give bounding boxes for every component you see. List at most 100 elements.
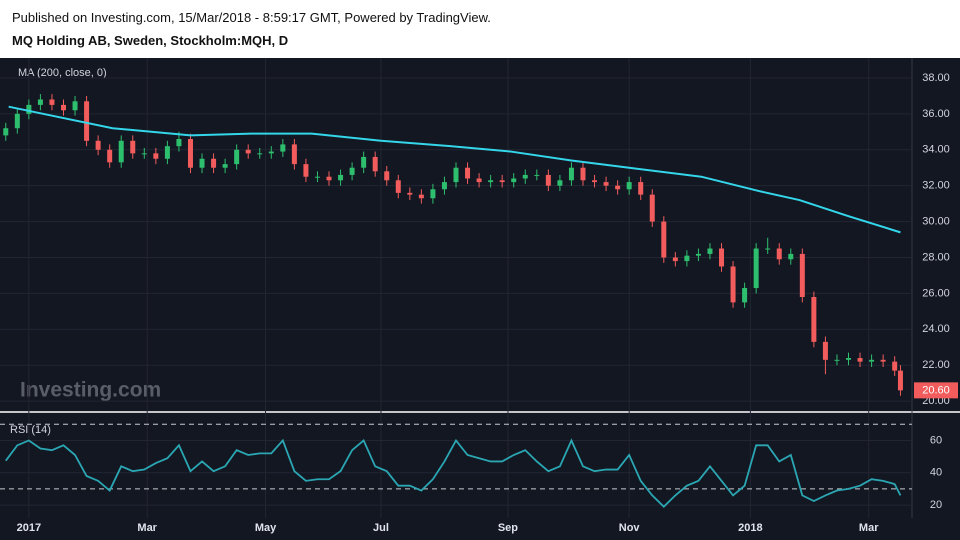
candle-body	[118, 140, 124, 163]
candle-body	[107, 149, 113, 163]
candle-body	[707, 248, 713, 254]
candle-body	[730, 266, 736, 303]
candle-body	[684, 255, 690, 262]
candle-body	[626, 182, 632, 190]
y-tick-label: 26.00	[922, 287, 950, 299]
x-tick-label: Jul	[373, 522, 389, 534]
candle-body	[372, 156, 378, 172]
candle-body	[222, 164, 228, 168]
candle-body	[164, 146, 170, 159]
candle-body	[880, 359, 886, 362]
candle-body	[719, 248, 725, 267]
y-tick-label: 22.00	[922, 359, 950, 371]
candle-body	[395, 180, 401, 193]
header: Published on Investing.com, 15/Mar/2018 …	[0, 0, 960, 58]
y-tick-label: 36.00	[922, 108, 950, 120]
x-tick-label: Mar	[137, 522, 157, 534]
candle-body	[742, 288, 748, 303]
candle-body	[257, 153, 263, 155]
candle-body	[499, 180, 505, 183]
rsi-line	[5, 438, 902, 508]
candle-body	[407, 192, 413, 195]
candle-body	[418, 194, 424, 199]
candle-body	[234, 149, 240, 165]
candle-body	[60, 104, 66, 111]
candle-body	[176, 138, 182, 147]
y-tick-label: 32.00	[922, 180, 950, 192]
x-tick-label: Sep	[498, 522, 518, 534]
candle-body	[488, 180, 494, 183]
candle-body	[580, 167, 586, 181]
candle-body	[268, 151, 274, 154]
x-tick-label: Nov	[619, 522, 641, 534]
rsi-legend: RSI (14)	[10, 424, 51, 436]
candle-body	[314, 176, 320, 178]
candle-body	[384, 171, 390, 181]
chart: MA (200, close, 0) Investing.com RSI (14…	[0, 58, 960, 540]
y-tick-label: 60	[930, 434, 942, 446]
y-tick-label: 24.00	[922, 323, 950, 335]
candle-body	[211, 158, 217, 168]
candle-body	[776, 248, 782, 260]
watermark: Investing.com	[20, 379, 161, 402]
candle-body	[765, 248, 771, 250]
published-note: Published on Investing.com, 15/Mar/2018 …	[12, 10, 491, 25]
candle-body	[511, 178, 517, 183]
ma-line	[8, 105, 901, 234]
symbol-title: MQ Holding AB, Sweden, Stockholm:MQH, D	[12, 33, 289, 48]
candle-body	[557, 180, 563, 186]
candle-body	[291, 144, 297, 165]
candle-body	[592, 180, 598, 183]
candle-body	[361, 156, 367, 168]
chart-background	[0, 58, 960, 540]
candle-body	[822, 341, 828, 360]
candle-body	[649, 194, 655, 222]
x-tick-label: May	[255, 522, 277, 534]
candle-body	[187, 138, 193, 168]
candle-body	[430, 189, 436, 199]
candle-body	[95, 140, 101, 150]
candle-body	[834, 359, 840, 361]
candle-body	[799, 253, 805, 297]
ma-legend: MA (200, close, 0)	[18, 67, 107, 79]
candle-body	[857, 358, 863, 362]
y-tick-label: 40	[930, 467, 942, 479]
last-price-box	[914, 382, 958, 399]
candle-body	[638, 182, 644, 195]
candle-body	[84, 101, 90, 141]
x-tick-label: 2018	[738, 522, 762, 534]
candle-body	[753, 248, 759, 289]
candle-body	[534, 174, 540, 176]
candle-body	[476, 178, 482, 183]
candle-body	[280, 144, 286, 152]
y-tick-label: 38.00	[922, 72, 950, 84]
candle-body	[465, 167, 471, 179]
candle-body	[453, 167, 459, 183]
candle-body	[568, 167, 574, 181]
candle-body	[14, 113, 20, 129]
candle-body	[49, 99, 55, 105]
y-tick-label: 34.00	[922, 144, 950, 156]
y-tick-label: 28.00	[922, 251, 950, 263]
candle-body	[26, 104, 32, 114]
x-tick-label: Mar	[859, 522, 879, 534]
candle-body	[72, 101, 78, 111]
candle-body	[811, 296, 817, 342]
candle-body	[199, 158, 205, 168]
candle-body	[897, 370, 903, 391]
candle-body	[522, 174, 528, 179]
y-tick-label: 30.00	[922, 215, 950, 227]
y-tick-label: 20	[930, 499, 942, 511]
candle-body	[3, 128, 9, 136]
candle-body	[615, 185, 621, 190]
candle-body	[545, 174, 551, 186]
candle-body	[892, 361, 898, 371]
last-price-label: 20.60	[922, 384, 950, 396]
candle-body	[695, 253, 701, 256]
candle-body	[338, 174, 344, 181]
candle-body	[153, 153, 159, 159]
candle-body	[869, 359, 875, 362]
candle-body	[141, 153, 147, 155]
candle-body	[846, 358, 852, 360]
